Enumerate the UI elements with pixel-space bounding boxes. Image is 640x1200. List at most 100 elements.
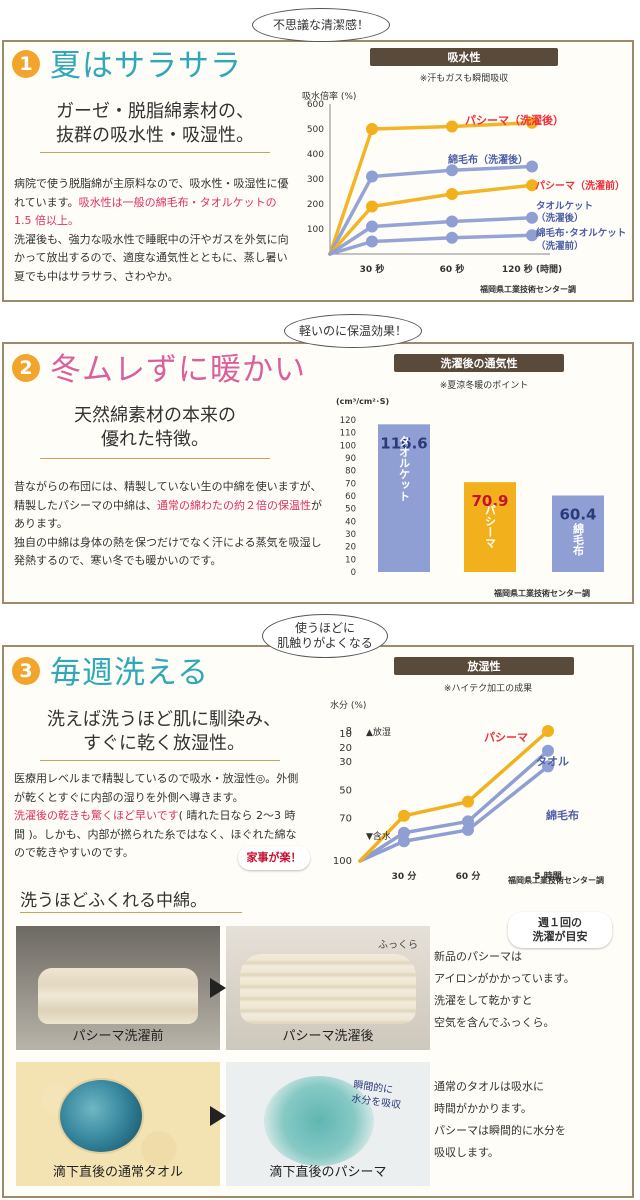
speech-bubble-clean: 不思議な清潔感！ bbox=[252, 8, 390, 42]
y-tick-label: 110 bbox=[340, 429, 356, 439]
section-body: 病院で使う脱脂綿が主原料なので、吸水性・吸湿性に優れています。吸水性は一般の綿毛… bbox=[14, 177, 289, 283]
bar-category-label: パシーマ bbox=[484, 504, 497, 548]
chart-source: 福岡県工業技術センター調 bbox=[493, 588, 590, 598]
series-line bbox=[358, 729, 550, 863]
section-title: 冬ムレずに暖かい bbox=[50, 352, 306, 388]
data-point bbox=[366, 200, 378, 213]
bar-2 bbox=[552, 495, 604, 572]
bar-value-label: 60.4 bbox=[559, 505, 596, 523]
photo-caption: パシーマ洗濯前 bbox=[72, 1029, 164, 1044]
fluffy-fabric-image bbox=[240, 954, 416, 1024]
bubble-text: 使うほどに 肌触りがよくなる bbox=[277, 621, 373, 650]
chart-breathability: 洗濯後の通気性 ※夏涼冬暖のポイント (cm³/cm²･S) 120110100… bbox=[336, 354, 604, 598]
data-point bbox=[462, 823, 474, 836]
bar-category-label: 綿毛布 bbox=[572, 522, 585, 557]
series-line-2 bbox=[328, 183, 534, 256]
photo-pasima-before-wash: パシーマ洗濯前 bbox=[16, 926, 220, 1050]
chart-subtitle: ※汗もガスも瞬間吸収 bbox=[420, 72, 509, 84]
bar-category-label: タオルケット bbox=[398, 435, 411, 501]
section-body: 昔ながらの布団には、精製していない生の中綿を使いますが、精製したパシーマの中綿は… bbox=[14, 480, 322, 567]
y-axis-label: 水分 (%) bbox=[330, 699, 366, 711]
y-tick-label: 20 bbox=[339, 743, 352, 754]
label-pasima-washed: パシーマ（洗濯後） bbox=[465, 113, 564, 127]
y-tick-label: 40 bbox=[345, 517, 356, 527]
bubble-text: 軽いのに保温効果！ bbox=[298, 323, 407, 338]
section-subhead: 天然綿素材の本来の 優れた特徴。 bbox=[74, 405, 236, 450]
label-towel-washed-sub: （洗濯後） bbox=[536, 212, 584, 224]
label-towel-washed: タオルケット bbox=[536, 200, 593, 212]
data-point bbox=[526, 211, 538, 224]
y-tick-label: 8 bbox=[346, 726, 352, 737]
y-tick-label: 400 bbox=[307, 150, 324, 160]
label-unwashed-group: 綿毛布･タオルケット bbox=[536, 227, 626, 239]
series-line-4 bbox=[328, 233, 534, 256]
label-blanket: 綿毛布 bbox=[546, 808, 579, 822]
photo-caption: パシーマ洗濯後 bbox=[282, 1029, 374, 1044]
photo-caption: 滴下直後の通常タオル bbox=[52, 1165, 183, 1180]
y-tick-label: 90 bbox=[345, 454, 356, 464]
bar-value-label: 70.9 bbox=[471, 492, 508, 510]
y-tick-label: 10 bbox=[339, 729, 352, 740]
arrow-right-icon bbox=[210, 1106, 226, 1126]
arrow-right-icon bbox=[210, 978, 226, 998]
series-line-3 bbox=[328, 216, 534, 256]
badge-easy-housework: 家事が楽！ bbox=[238, 846, 310, 870]
data-point bbox=[446, 120, 458, 133]
y-tick-label: 50 bbox=[339, 785, 352, 796]
subhead-underline bbox=[40, 458, 270, 459]
y-tick-label: 70 bbox=[339, 814, 352, 825]
label-contain-direction: ▼含水 bbox=[366, 830, 391, 842]
y-tick-label: 60 bbox=[345, 492, 356, 502]
chart-subtitle: ※ハイテク加工の成果 bbox=[444, 682, 532, 694]
y-tick-label: 70 bbox=[345, 479, 356, 489]
speech-bubble-warm: 軽いのに保温効果！ bbox=[284, 314, 422, 348]
data-point bbox=[526, 160, 538, 173]
data-point bbox=[526, 116, 538, 129]
section-number-badge: 2 bbox=[12, 354, 40, 382]
y-tick-label: 20 bbox=[345, 543, 356, 553]
y-tick-label: 100 bbox=[340, 441, 356, 451]
folded-fabric-image bbox=[38, 968, 198, 1024]
section-body: 医療用レベルまで精製しているので吸水・放湿性◎。外側が乾くとすぐに内部の湿りを外… bbox=[14, 772, 299, 859]
data-point bbox=[542, 744, 554, 757]
chart-moisture-release: 放湿性 ※ハイテク加工の成果 水分 (%) 810 20 30 50 70 100 30 … bbox=[330, 657, 604, 885]
y-tick-label: 30 bbox=[345, 530, 356, 540]
series-line bbox=[358, 749, 550, 863]
y-tick-label: 80 bbox=[345, 467, 356, 477]
y-tick-label: 500 bbox=[307, 125, 324, 135]
data-point bbox=[446, 188, 458, 200]
note-absorb: 通常のタオルは吸水に 時間がかかります。 パシーマは瞬間的に水分を 吸収します。 bbox=[434, 1080, 566, 1159]
data-point bbox=[526, 229, 538, 242]
data-point bbox=[446, 164, 458, 177]
water-drop-image bbox=[60, 1080, 142, 1152]
section-subhead: 洗えば洗うほど肌に馴染み、 すぐに乾く放湿性。 bbox=[47, 709, 281, 754]
label-unwashed-group-sub: （洗濯前） bbox=[536, 240, 584, 252]
chart-subtitle: ※夏涼冬暖のポイント bbox=[440, 379, 529, 391]
label-towel: タオル bbox=[536, 755, 569, 768]
bar-0 bbox=[378, 424, 430, 572]
fluff-heading: 洗うほどふくれる中綿。 bbox=[20, 891, 207, 911]
photo-pasima-after-wash: ふっくら パシーマ洗濯後 bbox=[226, 926, 430, 1050]
section-subhead: ガーゼ・脱脂綿素材の、 抜群の吸水性・吸湿性。 bbox=[56, 101, 254, 146]
y-axis-label: (cm³/cm²･S) bbox=[336, 397, 389, 406]
data-point bbox=[446, 231, 458, 244]
y-tick-label: 100 bbox=[307, 225, 324, 235]
label-blanket-washed: 綿毛布（洗濯後） bbox=[448, 153, 528, 166]
x-tick-label: 120 秒 (時間) bbox=[502, 263, 562, 275]
x-tick-label: 60 分 bbox=[456, 870, 481, 882]
data-point bbox=[462, 795, 474, 808]
bar-value-label: 116.6 bbox=[380, 434, 427, 452]
x-tick-label: 30 秒 bbox=[360, 263, 385, 275]
data-point bbox=[398, 809, 410, 822]
absorbed-stain-image bbox=[264, 1076, 374, 1166]
label-pasima: パシーマ bbox=[484, 731, 528, 744]
chart-header-bar bbox=[394, 657, 574, 675]
chart-source: 福岡県工業技術センター調 bbox=[479, 284, 576, 294]
bar-1 bbox=[464, 482, 516, 572]
data-point bbox=[526, 179, 538, 192]
y-tick-label: 200 bbox=[307, 200, 324, 210]
data-point bbox=[366, 220, 378, 233]
photo-caption: 滴下直後のパシーマ bbox=[269, 1165, 387, 1180]
x-tick-label: 60 秒 bbox=[440, 263, 465, 275]
subhead-underline bbox=[40, 760, 280, 761]
